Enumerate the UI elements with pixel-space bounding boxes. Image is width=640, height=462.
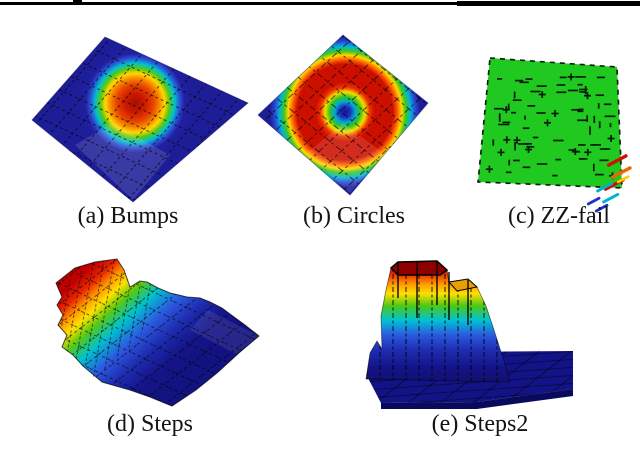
steps2-red-cap [389,260,449,276]
circles-surface-plot [257,34,429,196]
zzfail-marks [485,73,618,180]
steps2-base-front [381,389,573,409]
caption-c: (c) ZZ-fail [508,203,610,229]
steps-surface-plot [55,258,260,407]
corner-spikes-icon [586,154,632,213]
bumps-surface-plot [31,36,249,203]
header-rule-left [0,2,457,5]
steps2-edge-lines [397,261,469,325]
caption-a: (a) Bumps [77,203,179,229]
header-text-remnant [73,0,82,3]
header-rule-right [457,1,640,6]
zzfail-surface-plot [477,57,632,213]
steps-cliff-mesh [56,259,158,378]
caption-d: (d) Steps [107,411,193,437]
caption-e: (e) Steps2 [431,411,529,437]
steps2-yellow-cap [448,278,479,292]
caption-b: (b) Circles [303,203,405,229]
steps2-surface-plot [365,260,573,409]
steps2-plateau-mesh [366,261,510,382]
